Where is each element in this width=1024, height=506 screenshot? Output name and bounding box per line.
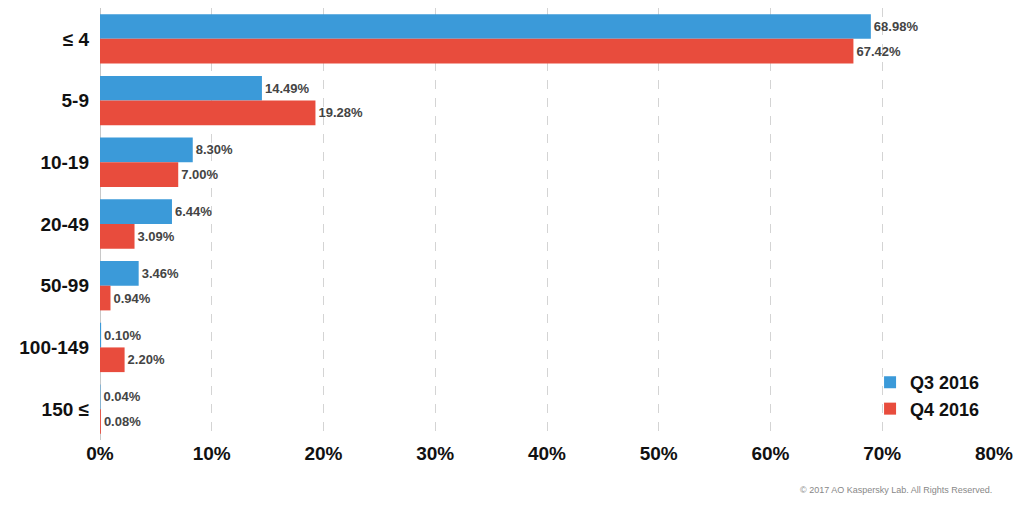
svg-text:14.49%: 14.49% (265, 81, 310, 96)
svg-text:10%: 10% (193, 443, 231, 464)
svg-text:10-19: 10-19 (40, 152, 89, 173)
svg-text:0%: 0% (86, 443, 114, 464)
svg-text:Q4 2016: Q4 2016 (910, 400, 979, 420)
svg-text:67.42%: 67.42% (856, 44, 901, 59)
svg-text:19.28%: 19.28% (318, 105, 363, 120)
svg-text:Q3 2016: Q3 2016 (910, 373, 979, 393)
svg-text:8.30%: 8.30% (196, 142, 233, 157)
svg-text:50-99: 50-99 (40, 275, 89, 296)
svg-text:68.98%: 68.98% (874, 19, 919, 34)
svg-text:80%: 80% (975, 443, 1013, 464)
svg-text:3.46%: 3.46% (142, 266, 179, 281)
svg-text:20%: 20% (304, 443, 342, 464)
svg-text:20-49: 20-49 (40, 214, 89, 235)
svg-text:0.08%: 0.08% (104, 414, 141, 429)
svg-text:70%: 70% (863, 443, 901, 464)
svg-text:3.09%: 3.09% (138, 229, 175, 244)
svg-text:40%: 40% (528, 443, 566, 464)
svg-text:0.94%: 0.94% (114, 291, 151, 306)
svg-text:100-149: 100-149 (19, 337, 89, 358)
svg-text:6.44%: 6.44% (175, 204, 212, 219)
svg-text:© 2017 AO Kaspersky Lab. All R: © 2017 AO Kaspersky Lab. All Rights Rese… (800, 485, 992, 495)
svg-text:0.10%: 0.10% (104, 328, 141, 343)
svg-text:50%: 50% (640, 443, 678, 464)
svg-text:2.20%: 2.20% (128, 352, 165, 367)
svg-text:0.04%: 0.04% (103, 389, 140, 404)
svg-text:7.00%: 7.00% (181, 167, 218, 182)
svg-text:≤ 4: ≤ 4 (63, 29, 90, 50)
svg-text:5-9: 5-9 (62, 90, 89, 111)
svg-text:60%: 60% (751, 443, 789, 464)
svg-text:150 ≤: 150 ≤ (42, 399, 89, 420)
svg-text:30%: 30% (416, 443, 454, 464)
